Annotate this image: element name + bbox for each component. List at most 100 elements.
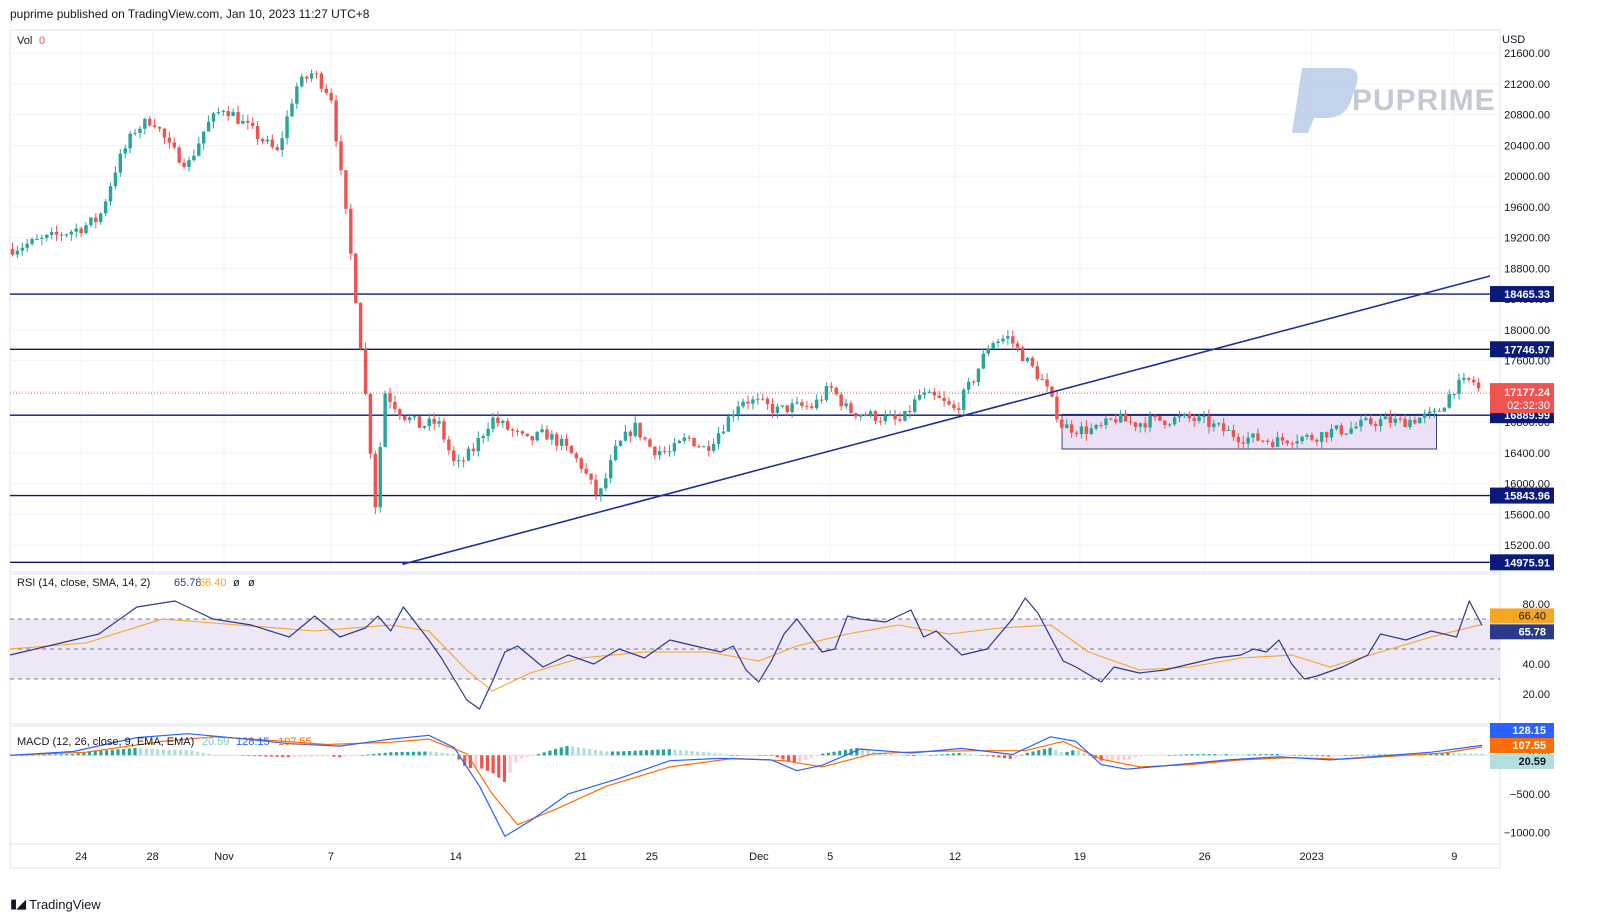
candle-body — [908, 410, 912, 413]
macd-histogram-bar — [457, 755, 461, 760]
macd-histogram-bar — [400, 751, 404, 756]
macd-histogram-bar — [1128, 755, 1132, 760]
macd-histogram-bar — [1361, 754, 1365, 756]
candle-body — [363, 349, 368, 394]
macd-histogram-bar — [42, 754, 46, 756]
candle-body — [1197, 416, 1201, 421]
candle-body — [1217, 423, 1221, 425]
macd-pane: MACD (12, 26, close, 9, EMA, EMA) 20.59 … — [9, 725, 1501, 845]
footer-brand[interactable]: ▮◢ TradingView — [10, 896, 101, 912]
price-tick-label: 18000.00 — [1504, 325, 1550, 337]
macd-histogram-bar — [1082, 753, 1086, 756]
candle-body — [883, 415, 888, 422]
macd-histogram-bar — [48, 754, 52, 756]
macd-legend-hist-value: 20.59 — [202, 736, 230, 748]
macd-histogram-bar — [730, 755, 734, 756]
candle-body — [123, 148, 127, 154]
candle-body — [1369, 418, 1373, 425]
candle-body — [525, 433, 530, 437]
macd-histogram-bar — [1088, 755, 1092, 756]
macd-histogram-bar — [1184, 754, 1189, 756]
candle-body — [760, 398, 765, 400]
macd-histogram-bar — [411, 751, 416, 756]
macd-histogram-bar — [832, 751, 836, 756]
macd-histogram-bar — [167, 749, 171, 756]
macd-value-badge-label: 128.15 — [1512, 725, 1546, 737]
macd-histogram-bar — [1037, 750, 1041, 756]
macd-histogram-bar — [1315, 755, 1319, 757]
candle-body — [819, 399, 824, 401]
time-x-axis[interactable]: 24 28 Nov 7 14 21 25 Dec 5 12 19 26 2023 9 — [9, 843, 1501, 869]
level-price-badge — [1490, 487, 1554, 504]
candle-body — [398, 409, 402, 416]
candle-body — [157, 127, 162, 129]
time-tick-label: 2023 — [1299, 851, 1323, 863]
macd-histogram-bar — [1446, 752, 1450, 756]
macd-histogram-bar — [173, 749, 177, 756]
candle-body — [334, 100, 338, 142]
candle-body — [746, 401, 750, 404]
level-price-label: 17746.97 — [1504, 344, 1550, 356]
macd-histogram-bar — [1372, 754, 1376, 756]
candle-body — [1388, 416, 1393, 424]
level-price-label: 15843.96 — [1504, 491, 1550, 503]
macd-histogram-bar — [565, 746, 569, 756]
footer-brand-text: TradingView — [29, 896, 101, 912]
candle-body — [412, 416, 417, 418]
macd-histogram-bar — [1014, 755, 1018, 758]
candle-body — [604, 478, 608, 489]
candle-body — [1212, 423, 1216, 428]
candle-body — [1447, 394, 1451, 408]
macd-histogram-bar — [355, 755, 359, 756]
macd-histogram-bar — [1440, 752, 1444, 756]
macd-histogram-bar — [491, 755, 495, 774]
candle-body — [810, 406, 814, 409]
macd-histogram-bar — [1451, 753, 1456, 756]
macd-histogram-bar — [241, 755, 245, 756]
macd-histogram-bar — [1241, 754, 1245, 756]
macd-histogram-bar — [1287, 754, 1291, 756]
macd-histogram-bar — [303, 755, 308, 757]
macd-histogram-bar — [1474, 753, 1478, 756]
rsi-legend-title: RSI (14, close, SMA, 14, 2) — [17, 577, 150, 589]
candle-body — [1275, 437, 1280, 447]
candle-body — [1246, 437, 1250, 444]
macd-histogram-bar — [1326, 755, 1331, 757]
candle-body — [628, 431, 633, 437]
macd-histogram-bar — [269, 755, 274, 757]
candle-body — [854, 413, 858, 417]
candle-body — [868, 411, 873, 416]
macd-legend-macd-value: 128.15 — [236, 736, 270, 748]
candle-body — [79, 228, 83, 234]
macd-histogram-bar — [1224, 754, 1228, 756]
candle-body — [1182, 413, 1187, 417]
macd-histogram-bar — [383, 752, 387, 756]
candle-body — [1118, 413, 1123, 423]
candle-body — [849, 403, 853, 414]
candle-body — [452, 450, 456, 461]
candle-body — [456, 460, 461, 462]
macd-histogram-bar — [616, 751, 620, 756]
candle-body — [476, 437, 481, 452]
macd-histogram-bar — [968, 753, 973, 756]
candle-body — [226, 111, 230, 117]
candle-body — [108, 186, 113, 202]
macd-histogram-bar — [974, 754, 978, 756]
candle-body — [726, 416, 731, 432]
candle-body — [658, 451, 662, 456]
candle-body — [103, 201, 108, 214]
candle-body — [1398, 418, 1402, 420]
macd-histogram-bar — [156, 749, 160, 756]
macd-histogram-bar — [65, 754, 69, 756]
candle-body — [888, 415, 892, 417]
candle-body — [35, 238, 39, 240]
candle-body — [1437, 410, 1442, 412]
candle-body — [1393, 418, 1397, 424]
candle-body — [550, 434, 554, 440]
macd-histogram-bar — [690, 751, 694, 756]
candle-body — [1006, 336, 1010, 339]
macd-histogram-bar — [1002, 755, 1007, 759]
